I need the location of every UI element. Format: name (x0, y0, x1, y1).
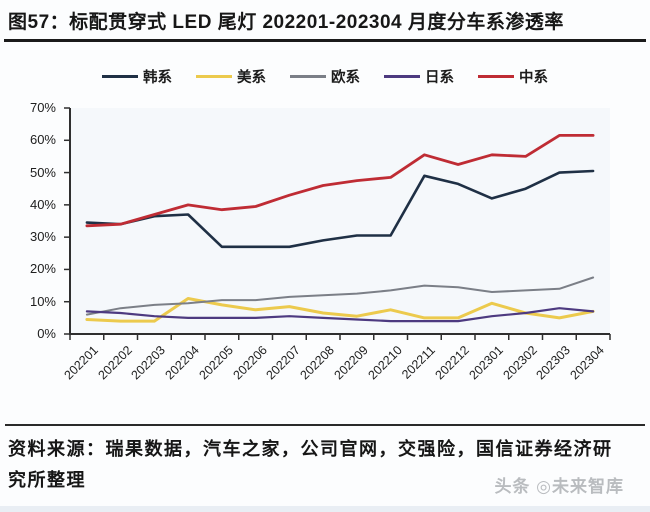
legend-item: 中系 (478, 66, 548, 87)
axis-lines (69, 108, 610, 335)
legend-item: 韩系 (102, 66, 172, 87)
legend-item: 欧系 (290, 66, 360, 87)
legend-label: 中系 (519, 70, 548, 86)
chart-legend: 韩系 美系 欧系 日系 中系 (0, 66, 650, 87)
legend-label: 美系 (237, 70, 266, 86)
legend-label: 日系 (425, 70, 454, 86)
legend-line-swatch (102, 75, 138, 78)
legend-line-swatch (478, 75, 514, 78)
watermark: 头条 ◎未来智库 (494, 477, 624, 496)
series-line-5 (85, 134, 595, 228)
legend-item: 日系 (384, 66, 454, 87)
chart-canvas (64, 107, 611, 340)
series-line-3 (85, 276, 595, 316)
y-axis-label: 40% (29, 196, 56, 212)
legend-line-swatch (196, 75, 232, 78)
figure-title: 图57：标配贯穿式 LED 尾灯 202201-202304 月度分车系渗透率 (8, 12, 564, 33)
y-axis-label: 50% (29, 164, 56, 180)
series-line-4 (85, 307, 595, 323)
plot-background (70, 108, 610, 334)
title-underline (4, 39, 646, 42)
legend-line-swatch (290, 75, 326, 78)
footer-divider (5, 424, 645, 426)
series-line-2 (85, 297, 595, 323)
y-axis-label: 70% (29, 100, 56, 115)
source-note: 资料来源：瑞果数据，汽车之家，公司官网，交强险，国信证券经济研究所整理 (8, 439, 613, 490)
y-axis-label: 30% (29, 229, 56, 245)
y-axis-label: 60% (29, 132, 56, 148)
series-line-1 (85, 169, 595, 249)
legend-label: 韩系 (143, 70, 172, 86)
y-axis-label: 0% (37, 326, 56, 341)
y-axis-label: 10% (29, 293, 56, 309)
line-chart: 0% 10% 20% 30% 40% 50% 60% 70% 202201 202202 20220… (22, 100, 628, 400)
legend-line-swatch (384, 75, 420, 78)
legend-item: 美系 (196, 66, 266, 87)
legend-label: 欧系 (331, 70, 360, 86)
y-axis-label: 20% (29, 261, 56, 277)
bottom-strip (0, 506, 650, 512)
